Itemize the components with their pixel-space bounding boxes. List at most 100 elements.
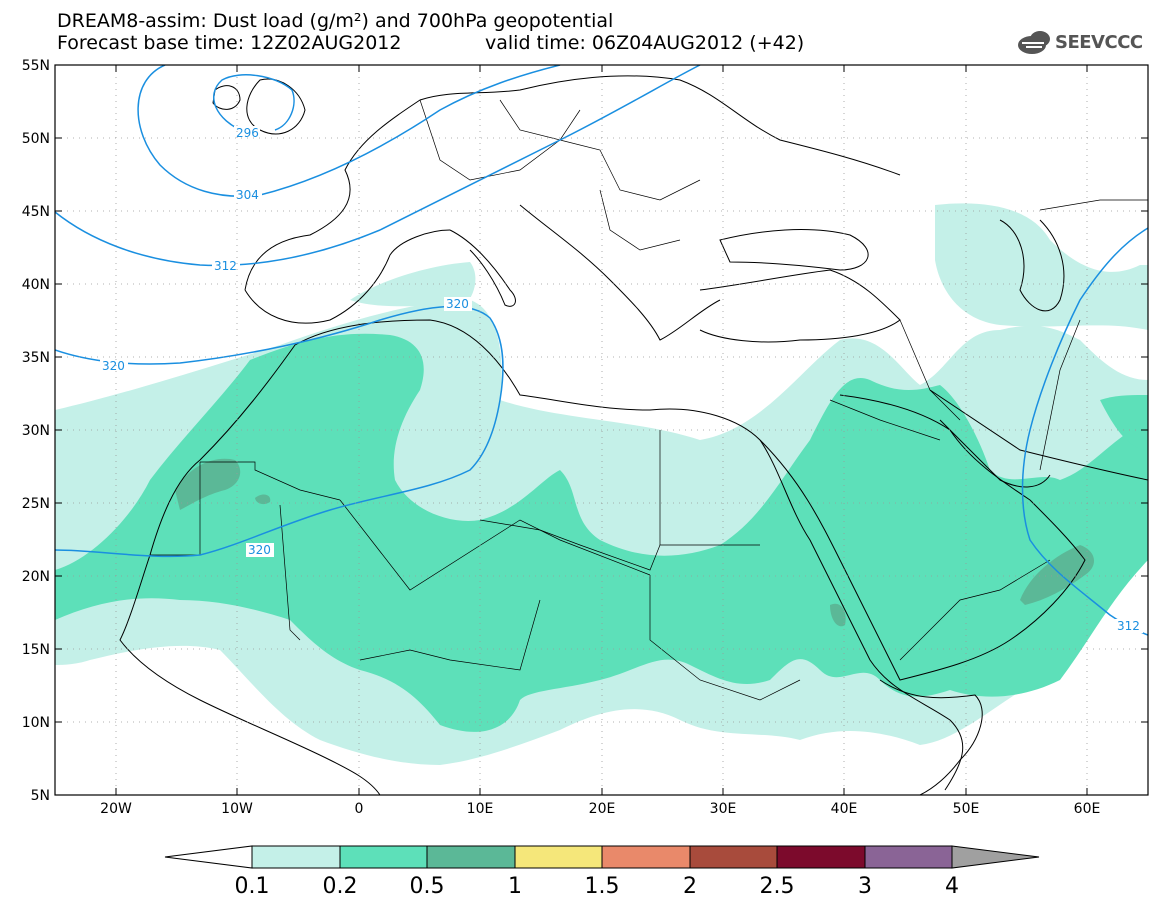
latitude-labels: 55N 50N 45N 40N 35N 30N 25N 20N 15N 10N …	[22, 58, 50, 804]
longitude-labels: 20W 10W 0 10E 20E 30E 40E 50E 60E	[100, 801, 1100, 817]
colorbar-label-1: 0.2	[323, 874, 358, 899]
contour-label-320-atlantic: 320	[102, 359, 125, 373]
contour-label-296: 296	[236, 126, 259, 140]
border-europe-2	[559, 139, 701, 201]
contour-label-320-algeria: 320	[446, 297, 469, 311]
border-europe-3	[499, 99, 581, 141]
lon-label-10w: 10W	[221, 801, 253, 817]
contour-312-north	[55, 65, 701, 267]
colorbar	[164, 845, 1040, 869]
coastline-west-africa	[119, 554, 381, 795]
geopotential-contours	[55, 65, 1148, 636]
colorbar-segment-0.5-1	[426, 845, 516, 869]
contour-320-north	[55, 305, 504, 558]
colorbar-segment-1-1.5	[514, 845, 603, 869]
lat-label-25n: 25N	[22, 496, 50, 512]
coastlines	[119, 75, 1148, 795]
coastline-horn-of-africa	[879, 679, 983, 795]
contour-label-304: 304	[236, 188, 259, 202]
border-iraq-saudi	[829, 399, 941, 441]
lat-label-35n: 35N	[22, 350, 50, 366]
logo-text: SEEVCCC	[1055, 32, 1143, 53]
contour-label-312: 312	[214, 259, 237, 273]
coastline-turkey	[699, 269, 901, 343]
axis-ticks	[55, 64, 1148, 796]
border-iran-afghanistan	[1039, 319, 1081, 471]
border-kazakhstan	[1039, 199, 1148, 211]
lat-label-45n: 45N	[22, 204, 50, 220]
border-europe-4	[599, 189, 681, 251]
coastline-arabia	[759, 394, 1086, 681]
colorbar-high-triangle	[951, 845, 1040, 869]
dust-field-0.1-caspian	[935, 203, 1148, 330]
map-title: DREAM8-assim: Dust load (g/m²) and 700hP…	[57, 10, 614, 32]
lat-label-10n: 10N	[22, 715, 50, 731]
dust-field-0.2-caspian	[1100, 395, 1148, 450]
colorbar-label-6: 2.5	[760, 874, 795, 899]
contour-labels: 296 304 312 320 320 320 312	[100, 126, 1143, 633]
lat-label-30n: 30N	[22, 423, 50, 439]
border-mali-algeria	[279, 504, 301, 641]
lon-label-50e: 50E	[953, 801, 980, 817]
coastline-british-isles	[246, 78, 306, 135]
forecast-base-time: Forecast base time: 12Z02AUG2012	[57, 32, 402, 54]
colorbar-label-4: 1.5	[585, 874, 620, 899]
dust-field-0.5-morocco	[255, 494, 271, 505]
colorbar-segment-3-4	[864, 845, 953, 869]
lat-label-20n: 20N	[22, 569, 50, 585]
lon-label-10e: 10E	[467, 801, 494, 817]
border-saudi-yemen	[899, 559, 1051, 661]
coastline-africa	[149, 319, 964, 791]
dust-field-0.5-west-sahara	[175, 458, 241, 510]
colorbar-label-8: 4	[945, 874, 959, 899]
colorbar-label-5: 2	[683, 874, 697, 899]
lon-label-30e: 30E	[710, 801, 737, 817]
colorbar-segment-0.1-0.2	[251, 845, 341, 869]
contour-296	[213, 74, 295, 133]
lat-label-5n: 5N	[31, 788, 50, 804]
lat-label-40n: 40N	[22, 277, 50, 293]
border-algeria-niger	[339, 499, 651, 591]
coastline-black-sea	[719, 229, 869, 271]
colorbar-segment-2.5-3	[776, 845, 866, 869]
lat-label-15n: 15N	[22, 642, 50, 658]
border-iran-iraq	[899, 319, 961, 421]
dust-field-0.2	[55, 333, 1148, 732]
lon-label-60e: 60E	[1074, 801, 1101, 817]
colorbar-label-3: 1	[508, 874, 522, 899]
lon-label-0: 0	[355, 801, 364, 817]
lat-label-55n: 55N	[22, 58, 50, 74]
border-europe-1	[419, 99, 561, 181]
lon-label-40e: 40E	[831, 801, 858, 817]
lon-label-20e: 20E	[589, 801, 616, 817]
colorbar-segment-1.5-2	[601, 845, 691, 869]
coastline-iran	[929, 389, 1148, 481]
graticule	[55, 65, 1148, 795]
logo-cloud-icon	[1018, 31, 1050, 54]
colorbar-label-0: 0.1	[235, 874, 270, 899]
contour-label-320-sahara: 320	[248, 543, 271, 557]
lon-label-20w: 20W	[100, 801, 132, 817]
country-borders	[150, 99, 1148, 701]
coastline-iberia	[244, 229, 451, 324]
border-libya-chad	[479, 519, 760, 571]
colorbar-low-triangle	[164, 845, 253, 869]
border-niger-nigeria	[359, 599, 541, 671]
colorbar-labels: 0.1 0.2 0.5 1 1.5 2 2.5 3 4	[235, 874, 960, 899]
coastline-italy	[449, 229, 516, 307]
contour-312-east	[1021, 227, 1148, 636]
colorbar-segment-0.2-0.5	[339, 845, 428, 869]
contour-304	[137, 65, 561, 197]
coastline-ireland	[212, 85, 241, 110]
dust-field-0.5-red-sea	[830, 603, 846, 627]
dust-fields	[55, 203, 1148, 765]
coastline-europe	[244, 75, 901, 291]
coastline-balkans	[519, 204, 721, 341]
border-sudan	[649, 575, 801, 701]
lat-label-50n: 50N	[22, 131, 50, 147]
valid-time: valid time: 06Z04AUG2012 (+42)	[485, 32, 805, 54]
colorbar-label-2: 0.5	[410, 874, 445, 899]
map-subtitle: Forecast base time: 12Z02AUG2012 valid ti…	[57, 32, 804, 54]
colorbar-label-7: 3	[858, 874, 872, 899]
